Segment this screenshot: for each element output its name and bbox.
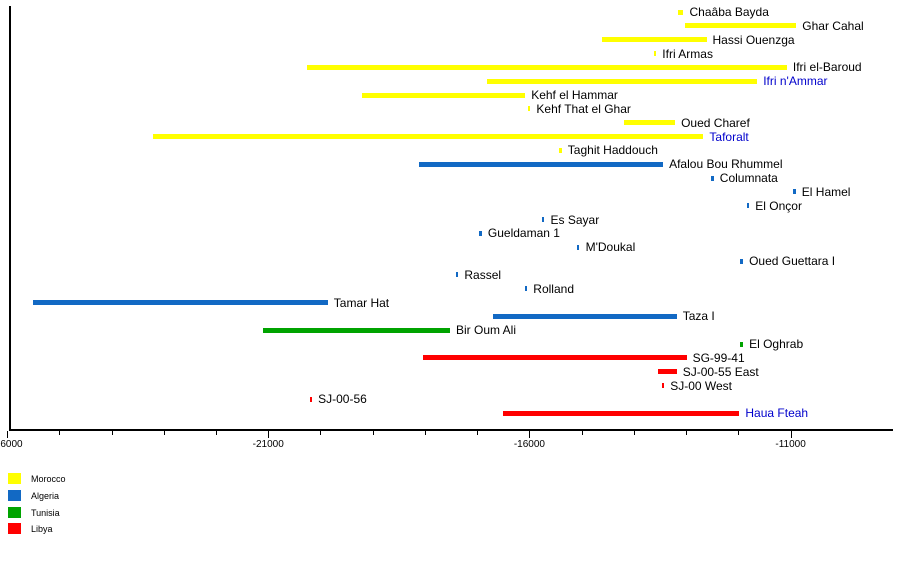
- site-bar: [793, 189, 796, 195]
- site-label: El Oghrab: [749, 337, 804, 351]
- site-label: Afalou Bou Rhummel: [669, 157, 783, 172]
- x-axis-major-tick: [790, 431, 792, 438]
- x-axis-minor-tick: [424, 431, 426, 435]
- site-bar: [541, 217, 545, 222]
- site-bar: [309, 396, 313, 402]
- site-label: Kehf el Hammar: [531, 88, 618, 102]
- site-label: M'Doukal: [585, 240, 636, 255]
- site-bar: [602, 37, 707, 43]
- site-label: Chaâba Bayda: [689, 5, 769, 19]
- x-axis-minor-tick: [686, 431, 688, 435]
- site-label: Taghit Haddouch: [567, 143, 658, 158]
- site-bar: [479, 230, 482, 236]
- site-label: Columnata: [719, 171, 778, 185]
- legend-swatch-morocco: [8, 473, 21, 484]
- site-label: Taza I: [682, 309, 715, 324]
- legend-swatch-algeria: [8, 489, 21, 501]
- site-bar: [487, 78, 758, 84]
- x-axis-minor-tick: [216, 431, 217, 435]
- site-label: SG-99-41: [692, 350, 745, 365]
- site-bar: [746, 203, 750, 209]
- x-axis-minor-tick: [372, 431, 374, 435]
- legend-label: Tunisia: [31, 507, 60, 518]
- x-axis-minor-tick: [633, 431, 635, 435]
- site-bar: [361, 92, 526, 98]
- site-label: El Hamel: [801, 184, 851, 199]
- site-bar: [576, 244, 580, 250]
- site-label: Gueldaman 1: [487, 226, 560, 241]
- legend-swatch-libya: [8, 523, 21, 535]
- site-label: Taforalt: [709, 129, 749, 144]
- site-bar: [524, 286, 528, 292]
- x-axis-minor-tick: [111, 431, 113, 435]
- site-label: SJ-00-55 East: [682, 364, 759, 379]
- site-label: Bir Oum Ali: [456, 323, 517, 338]
- site-label: Ifri n'Ammar: [763, 74, 828, 89]
- site-label: Ifri el-Baroud: [792, 60, 862, 75]
- site-bar: [492, 313, 677, 319]
- x-axis-minor-tick: [320, 431, 322, 435]
- site-bar: [559, 147, 562, 153]
- x-axis-minor-tick: [477, 431, 479, 435]
- x-axis-tick-label: -26000: [0, 439, 23, 450]
- site-bar: [711, 175, 714, 181]
- x-axis-tick-label: -11000: [775, 439, 806, 450]
- site-label: Rassel: [464, 267, 502, 282]
- site-bar: [455, 272, 459, 278]
- site-bar: [419, 161, 664, 167]
- site-label: Kehf That el Ghar: [536, 101, 631, 116]
- x-axis-line: [9, 429, 893, 431]
- site-bar: [653, 51, 657, 56]
- site-bar: [678, 9, 684, 15]
- x-axis-minor-tick: [738, 431, 740, 435]
- site-bar: [503, 410, 740, 416]
- site-bar: [740, 258, 743, 264]
- site-bar: [33, 300, 328, 305]
- site-bar: [527, 106, 531, 112]
- site-label: Rolland: [533, 281, 574, 296]
- x-axis-minor-tick: [59, 431, 61, 435]
- site-label: SJ-00 West: [670, 378, 732, 393]
- site-label: Oued Charef: [681, 115, 750, 130]
- x-axis-major-tick: [268, 431, 270, 438]
- site-bar: [661, 383, 665, 388]
- site-bar: [740, 341, 743, 347]
- site-bar: [153, 134, 704, 139]
- site-label: Ghar Cahal: [802, 18, 864, 33]
- x-axis-tick-label: -21000: [252, 439, 284, 450]
- legend-label: Libya: [31, 524, 53, 535]
- x-axis-major-tick: [7, 431, 8, 438]
- site-bar: [685, 23, 797, 29]
- site-label: Ifri Armas: [662, 46, 713, 61]
- x-axis-minor-tick: [581, 431, 583, 435]
- site-bar: [624, 120, 676, 126]
- site-label: SJ-00-56: [318, 392, 367, 407]
- site-bar: [307, 64, 787, 70]
- site-bar: [658, 369, 677, 375]
- legend-swatch-tunisia: [8, 506, 21, 518]
- site-bar: [262, 327, 450, 333]
- x-axis-major-tick: [529, 431, 531, 438]
- site-label: Haua Fteah: [745, 406, 809, 421]
- x-axis-minor-tick: [163, 431, 165, 435]
- site-label: Es Sayar: [550, 212, 600, 227]
- y-axis-line: [9, 6, 11, 431]
- legend-label: Morocco: [31, 474, 66, 484]
- site-label: El Onçor: [755, 198, 802, 213]
- site-label: Tamar Hat: [333, 295, 390, 310]
- site-label: Oued Guettara I: [749, 254, 836, 268]
- x-axis-tick-label: -16000: [513, 439, 545, 450]
- legend-label: Algeria: [31, 490, 60, 501]
- site-label: Hassi Ouenzga: [712, 32, 795, 47]
- site-bar: [422, 355, 687, 361]
